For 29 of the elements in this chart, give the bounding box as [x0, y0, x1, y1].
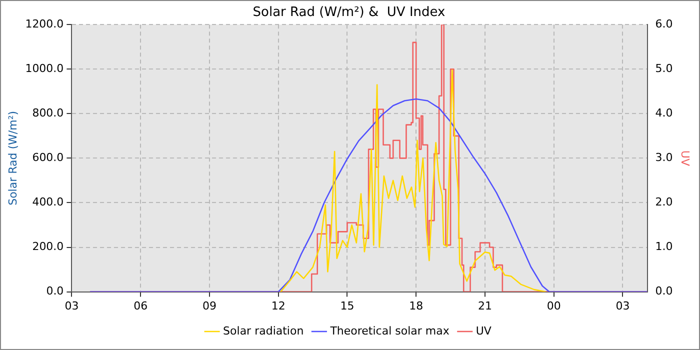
y-tick-label: 1000.0 [25, 62, 64, 75]
x-tick-label: 03 [616, 299, 630, 312]
y-tick-label: 400.0 [32, 196, 64, 209]
x-tick-label: 12 [271, 299, 286, 312]
y2-tick-label: 5.0 [655, 62, 673, 75]
y2-tick-label: 0.0 [655, 284, 673, 298]
y-tick-label: 200.0 [32, 240, 64, 254]
legend-label: Solar radiation [223, 324, 304, 338]
y2-tick-label: 3.0 [655, 151, 673, 164]
legend-label: UV [476, 324, 492, 338]
y-tick-label: 600.0 [32, 151, 64, 164]
y2-tick-label: 4.0 [655, 106, 673, 120]
legend-label: Theoretical solar max [329, 324, 450, 338]
y2-axis-title: UV [678, 150, 692, 166]
x-tick-label: 18 [409, 299, 424, 312]
x-tick-label: 09 [202, 299, 216, 312]
y2-tick-label: 1.0 [655, 240, 673, 254]
chart-title: Solar Rad (W/m²) & UV Index [252, 5, 446, 20]
x-tick-label: 15 [340, 299, 354, 312]
x-tick-label: 06 [134, 299, 148, 312]
x-tick-label: 21 [478, 299, 492, 312]
x-tick-label: 00 [546, 299, 561, 312]
y2-tick-label: 2.0 [655, 196, 673, 209]
y-tick-label: 0.0 [46, 284, 64, 298]
y-tick-label: 1200.0 [25, 17, 64, 30]
y2-tick-label: 6.0 [655, 17, 673, 30]
x-tick-label: 03 [64, 299, 79, 312]
y-axis-title: Solar Rad (W/m²) [6, 110, 20, 206]
y-tick-label: 800.0 [32, 106, 64, 120]
